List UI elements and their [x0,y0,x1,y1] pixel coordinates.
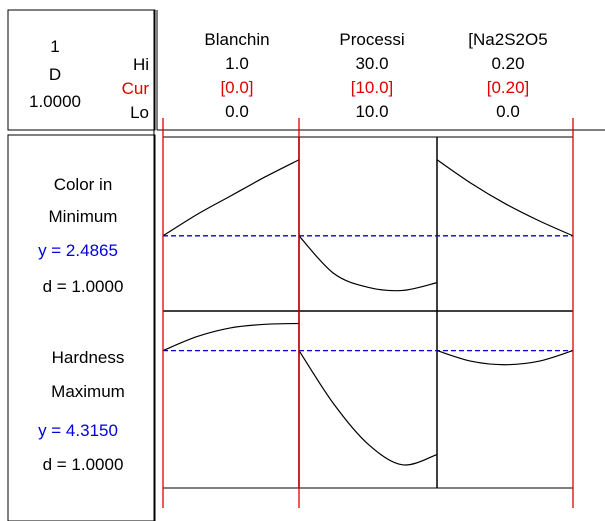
response-curves [162,159,574,466]
factor-name: Blanchin [204,30,270,49]
factor-cur: [0.0] [220,78,254,97]
composite-box [7,9,156,131]
response-curve [162,322,300,352]
response-curve [298,235,438,292]
response-predicted-y: y = 2.4865 [38,241,118,260]
factor-lo: 0.0 [225,102,249,121]
cur-label: Cur [121,79,149,98]
response-label-box [7,134,156,521]
factor-lo: 0.0 [496,102,520,121]
factor-hi: 30.0 [355,54,389,73]
response-curve [436,350,574,366]
response-predicted-y: y = 4.3150 [38,421,118,440]
reference-lines [163,235,573,352]
response-curve [298,350,438,466]
factor-lo: 10.0 [355,102,389,121]
response-goal: Minimum [48,207,118,226]
factor-cur: [0.20] [486,78,530,97]
lo-label: Lo [130,103,149,122]
response-desirability: d = 1.0000 [42,455,124,474]
factor-hi: 1.0 [225,54,249,73]
factor-name: Processi [339,30,405,49]
hi-label: Hi [132,55,149,74]
factor-hi: 0.20 [491,54,525,73]
composite-desirability: 1.0000 [29,92,81,111]
response-curve [162,159,300,237]
composite-number: 1 [50,37,60,56]
panel-grid-border [162,136,574,489]
current-setting-lines [162,118,574,508]
response-goal: Maximum [51,382,125,401]
response-name: Hardness [51,348,125,367]
response-name: Color in [53,175,113,194]
response-curve [436,159,574,237]
composite-label: D [48,65,62,84]
factor-cur: [10.0] [350,78,394,97]
factor-name: [Na2S2O5 [468,30,548,49]
response-desirability: d = 1.0000 [42,277,124,296]
